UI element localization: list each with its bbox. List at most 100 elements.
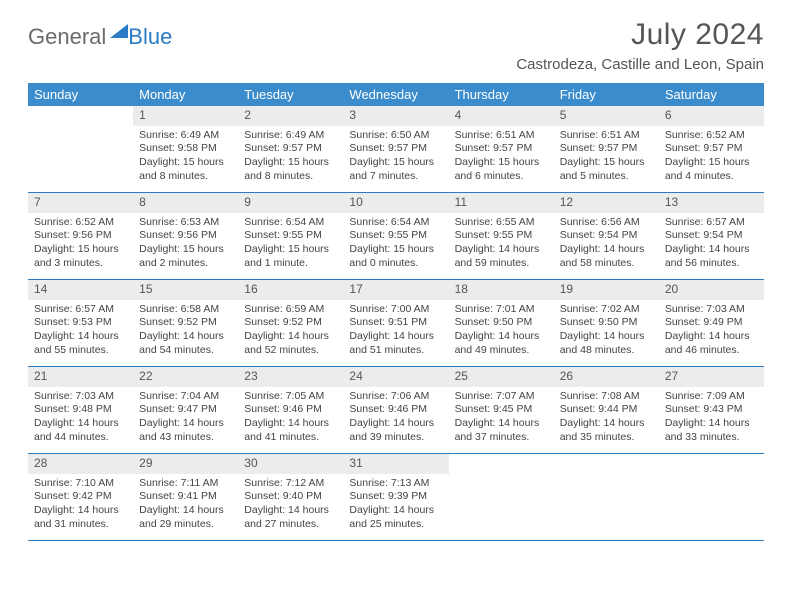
day-number: 24 — [343, 367, 448, 387]
day-body: Sunrise: 6:54 AMSunset: 9:55 PMDaylight:… — [343, 213, 448, 277]
day-body: Sunrise: 6:54 AMSunset: 9:55 PMDaylight:… — [238, 213, 343, 277]
sunrise-line: Sunrise: 6:59 AM — [244, 303, 337, 317]
sunrise-line: Sunrise: 7:03 AM — [665, 303, 758, 317]
week-row: 7Sunrise: 6:52 AMSunset: 9:56 PMDaylight… — [28, 193, 764, 280]
daylight-line: Daylight: 14 hours and 51 minutes. — [349, 330, 442, 357]
sunset-line: Sunset: 9:42 PM — [34, 490, 127, 504]
day-number: 7 — [28, 193, 133, 213]
day-body: Sunrise: 6:52 AMSunset: 9:57 PMDaylight:… — [659, 126, 764, 190]
day-cell — [28, 106, 133, 192]
day-number: 6 — [659, 106, 764, 126]
day-number: 13 — [659, 193, 764, 213]
week-row: 28Sunrise: 7:10 AMSunset: 9:42 PMDayligh… — [28, 454, 764, 541]
day-number: 27 — [659, 367, 764, 387]
sunrise-line: Sunrise: 6:54 AM — [244, 216, 337, 230]
sunrise-line: Sunrise: 6:49 AM — [244, 129, 337, 143]
sunrise-line: Sunrise: 6:54 AM — [349, 216, 442, 230]
day-cell: 18Sunrise: 7:01 AMSunset: 9:50 PMDayligh… — [449, 280, 554, 366]
header: General Blue July 2024 Castrodeza, Casti… — [28, 18, 764, 73]
sunset-line: Sunset: 9:41 PM — [139, 490, 232, 504]
day-cell: 3Sunrise: 6:50 AMSunset: 9:57 PMDaylight… — [343, 106, 448, 192]
day-body: Sunrise: 7:10 AMSunset: 9:42 PMDaylight:… — [28, 474, 133, 538]
day-cell — [659, 454, 764, 540]
sunset-line: Sunset: 9:54 PM — [665, 229, 758, 243]
day-number: 5 — [554, 106, 659, 126]
sunrise-line: Sunrise: 7:00 AM — [349, 303, 442, 317]
sunset-line: Sunset: 9:52 PM — [139, 316, 232, 330]
sunrise-line: Sunrise: 6:52 AM — [34, 216, 127, 230]
daylight-line: Daylight: 14 hours and 55 minutes. — [34, 330, 127, 357]
day-number: 1 — [133, 106, 238, 126]
sunset-line: Sunset: 9:58 PM — [139, 142, 232, 156]
day-body: Sunrise: 7:01 AMSunset: 9:50 PMDaylight:… — [449, 300, 554, 364]
daylight-line: Daylight: 14 hours and 59 minutes. — [455, 243, 548, 270]
day-cell: 20Sunrise: 7:03 AMSunset: 9:49 PMDayligh… — [659, 280, 764, 366]
sunrise-line: Sunrise: 6:51 AM — [455, 129, 548, 143]
sunset-line: Sunset: 9:48 PM — [34, 403, 127, 417]
sunset-line: Sunset: 9:46 PM — [244, 403, 337, 417]
daylight-line: Daylight: 14 hours and 52 minutes. — [244, 330, 337, 357]
week-row: 21Sunrise: 7:03 AMSunset: 9:48 PMDayligh… — [28, 367, 764, 454]
daylight-line: Daylight: 15 hours and 3 minutes. — [34, 243, 127, 270]
daylight-line: Daylight: 14 hours and 44 minutes. — [34, 417, 127, 444]
daylight-line: Daylight: 14 hours and 39 minutes. — [349, 417, 442, 444]
day-body: Sunrise: 7:03 AMSunset: 9:48 PMDaylight:… — [28, 387, 133, 451]
day-body: Sunrise: 7:00 AMSunset: 9:51 PMDaylight:… — [343, 300, 448, 364]
sunset-line: Sunset: 9:53 PM — [34, 316, 127, 330]
day-cell: 24Sunrise: 7:06 AMSunset: 9:46 PMDayligh… — [343, 367, 448, 453]
sunset-line: Sunset: 9:57 PM — [349, 142, 442, 156]
sunset-line: Sunset: 9:43 PM — [665, 403, 758, 417]
day-cell: 11 Sunrise: 6:55 AMSunset: 9:55 PMDayligh… — [449, 193, 554, 279]
day-body: Sunrise: 7:07 AMSunset: 9:45 PMDaylight:… — [449, 387, 554, 451]
day-body: Sunrise: 6:58 AMSunset: 9:52 PMDaylight:… — [133, 300, 238, 364]
day-cell: 16Sunrise: 6:59 AMSunset: 9:52 PMDayligh… — [238, 280, 343, 366]
daylight-line: Daylight: 14 hours and 54 minutes. — [139, 330, 232, 357]
day-body: Sunrise: 7:12 AMSunset: 9:40 PMDaylight:… — [238, 474, 343, 538]
sunset-line: Sunset: 9:57 PM — [455, 142, 548, 156]
sunset-line: Sunset: 9:54 PM — [560, 229, 653, 243]
logo-text-1: General — [28, 24, 106, 50]
sunrise-line: Sunrise: 7:13 AM — [349, 477, 442, 491]
sunrise-line: Sunrise: 6:55 AM — [455, 216, 548, 230]
day-cell: 28Sunrise: 7:10 AMSunset: 9:42 PMDayligh… — [28, 454, 133, 540]
day-number: 25 — [449, 367, 554, 387]
day-body: Sunrise: 7:04 AMSunset: 9:47 PMDaylight:… — [133, 387, 238, 451]
sunset-line: Sunset: 9:56 PM — [34, 229, 127, 243]
day-cell: 17Sunrise: 7:00 AMSunset: 9:51 PMDayligh… — [343, 280, 448, 366]
weekday-header: Friday — [554, 83, 659, 106]
day-number: 12 — [554, 193, 659, 213]
day-cell: 9Sunrise: 6:54 AMSunset: 9:55 PMDaylight… — [238, 193, 343, 279]
daylight-line: Daylight: 15 hours and 2 minutes. — [139, 243, 232, 270]
sunrise-line: Sunrise: 6:53 AM — [139, 216, 232, 230]
sunset-line: Sunset: 9:55 PM — [455, 229, 548, 243]
day-body: Sunrise: 6:51 AMSunset: 9:57 PMDaylight:… — [449, 126, 554, 190]
day-cell: 21Sunrise: 7:03 AMSunset: 9:48 PMDayligh… — [28, 367, 133, 453]
day-body: Sunrise: 7:09 AMSunset: 9:43 PMDaylight:… — [659, 387, 764, 451]
day-body: Sunrise: 7:08 AMSunset: 9:44 PMDaylight:… — [554, 387, 659, 451]
daylight-line: Daylight: 15 hours and 7 minutes. — [349, 156, 442, 183]
day-number: 31 — [343, 454, 448, 474]
day-cell: 1Sunrise: 6:49 AMSunset: 9:58 PMDaylight… — [133, 106, 238, 192]
week-row: 1 Sunrise: 6:49 AM Sunset: 9:58 PM Daylight… — [28, 106, 764, 193]
sunrise-line: Sunrise: 6:56 AM — [560, 216, 653, 230]
sunrise-line: Sunrise: 7:12 AM — [244, 477, 337, 491]
logo-text-2: Blue — [128, 24, 172, 50]
sunrise-line: Sunrise: 7:04 AM — [139, 390, 232, 404]
daylight-line: Daylight: 15 hours and 1 minute. — [244, 243, 337, 270]
sunset-line: Sunset: 9:57 PM — [560, 142, 653, 156]
calendar-grid: SundayMondayTuesdayWednesdayThursdayFrid… — [28, 83, 764, 541]
sunrise-line: Sunrise: 6:52 AM — [665, 129, 758, 143]
day-number: 22 — [133, 367, 238, 387]
logo-triangle-icon — [110, 24, 128, 38]
day-cell: 12Sunrise: 6:56 AMSunset: 9:54 PMDayligh… — [554, 193, 659, 279]
day-number: 11 — [449, 193, 554, 213]
weekday-header: Saturday — [659, 83, 764, 106]
daylight-line: Daylight: 14 hours and 29 minutes. — [139, 504, 232, 531]
daylight-line: Daylight: 14 hours and 49 minutes. — [455, 330, 548, 357]
weekday-header: Tuesday — [238, 83, 343, 106]
day-body: Sunrise: 7:03 AMSunset: 9:49 PMDaylight:… — [659, 300, 764, 364]
daylight-line: Daylight: 15 hours and 8 minutes. — [244, 156, 337, 183]
sunrise-line: Sunrise: 6:50 AM — [349, 129, 442, 143]
day-number: 21 — [28, 367, 133, 387]
day-cell: 15Sunrise: 6:58 AMSunset: 9:52 PMDayligh… — [133, 280, 238, 366]
